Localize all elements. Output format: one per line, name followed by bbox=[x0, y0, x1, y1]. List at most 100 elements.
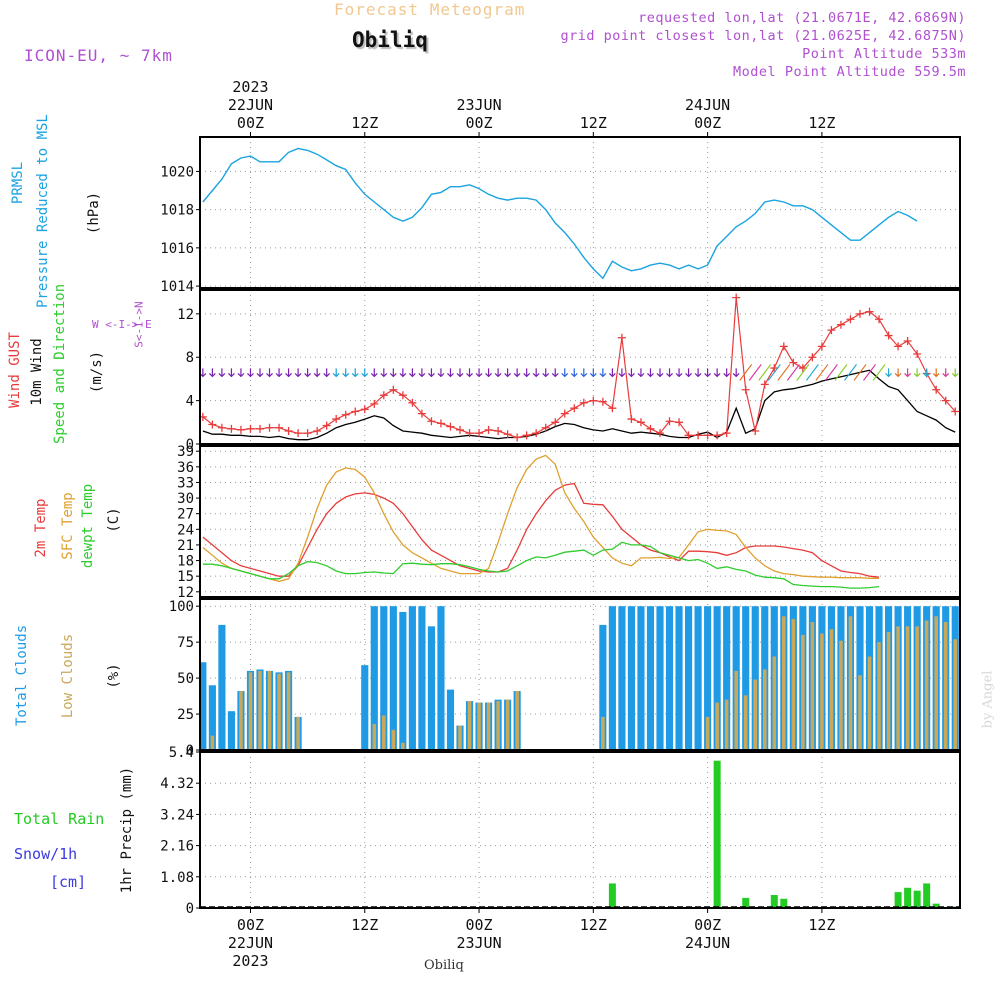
bottom-axis-label: 00Z bbox=[237, 916, 264, 934]
total-cloud-bar bbox=[208, 685, 216, 750]
wind-arrow bbox=[266, 368, 273, 378]
gust-marker bbox=[332, 415, 341, 424]
low-cloud-bar bbox=[905, 626, 910, 750]
panel-frame-wind bbox=[199, 289, 961, 445]
wind-arrow bbox=[475, 368, 483, 378]
wind-arrow bbox=[504, 368, 512, 378]
panel-frame-pressure bbox=[199, 136, 961, 289]
panel-frame-temperature bbox=[199, 445, 961, 598]
gust-marker bbox=[675, 418, 684, 427]
wind-arrow bbox=[732, 368, 740, 378]
wind-arrow bbox=[370, 368, 378, 378]
total-cloud-bar bbox=[380, 606, 388, 750]
y-tick-label: 1014 bbox=[160, 279, 194, 295]
total-cloud-bar bbox=[446, 689, 455, 750]
gust-marker bbox=[456, 425, 464, 434]
gust-marker bbox=[313, 426, 322, 435]
low-cloud-bar bbox=[401, 742, 405, 750]
temp-line-1 bbox=[202, 454, 879, 583]
low-cloud-bar bbox=[943, 622, 948, 750]
y-tick-label: 18 bbox=[177, 554, 194, 570]
total-cloud-bar bbox=[742, 606, 750, 750]
gust-marker bbox=[884, 331, 893, 340]
gust-marker bbox=[341, 410, 350, 419]
low-cloud-bar bbox=[382, 715, 386, 750]
panel-frame-precip bbox=[199, 751, 961, 909]
total-cloud-bar bbox=[608, 606, 616, 750]
gust-marker bbox=[741, 385, 750, 394]
top-axis-label: 12Z bbox=[808, 114, 835, 132]
y-tick-label: 15 bbox=[177, 569, 194, 585]
y-tick-label: 4 bbox=[186, 394, 194, 410]
y-tick-label: 1016 bbox=[160, 241, 194, 257]
low-cloud-bar bbox=[934, 616, 938, 750]
total-cloud-bar bbox=[370, 606, 378, 750]
model-altitude: Model Point Altitude 559.5m bbox=[733, 64, 966, 80]
gust-marker bbox=[303, 429, 312, 438]
location-title: Obiliq bbox=[352, 28, 428, 52]
total-cloud-bar bbox=[646, 606, 655, 750]
gust-line bbox=[202, 297, 956, 439]
wind-arrow bbox=[834, 364, 848, 381]
gust-marker bbox=[560, 409, 569, 418]
wind-arrow bbox=[380, 368, 388, 378]
rain-bar bbox=[713, 760, 721, 908]
wind-arrow bbox=[561, 368, 569, 378]
wind-arrow bbox=[256, 368, 264, 378]
y-tick-label: 0 bbox=[186, 901, 194, 917]
low-cloud-bar bbox=[505, 699, 510, 750]
gust-marker bbox=[713, 431, 722, 440]
wind-arrow bbox=[313, 368, 321, 378]
total-cloud-bar bbox=[408, 606, 416, 750]
wind-arrow bbox=[551, 368, 559, 378]
top-axis-label: 24JUN bbox=[685, 96, 730, 114]
gust-marker bbox=[646, 424, 655, 433]
wind-arrow bbox=[942, 368, 950, 378]
wind-arrow bbox=[208, 368, 216, 378]
gust-marker bbox=[903, 336, 912, 345]
wind-arrow bbox=[408, 368, 416, 378]
total-cloud-bar bbox=[599, 624, 607, 750]
gust-marker bbox=[846, 315, 855, 324]
low-cloud-bar bbox=[715, 702, 719, 750]
y-tick-label: 36 bbox=[177, 460, 194, 476]
gust-marker bbox=[684, 431, 693, 440]
wind-arrow bbox=[485, 368, 492, 378]
bottom-axis-label: 23JUN bbox=[456, 934, 501, 952]
temp-line-0 bbox=[202, 482, 880, 578]
low-cloud-bar bbox=[772, 656, 777, 750]
rain-bar bbox=[770, 895, 778, 908]
bottom-axis-label: 00Z bbox=[694, 916, 721, 934]
point-altitude: Point Altitude 533m bbox=[802, 46, 966, 62]
total-cloud-bar bbox=[751, 606, 759, 750]
wind-arrow bbox=[647, 368, 654, 378]
gust-marker bbox=[751, 426, 760, 435]
bottom-axis-label: 24JUN bbox=[685, 934, 730, 952]
total-cloud-bar bbox=[665, 606, 674, 750]
low-cloud-bar bbox=[839, 640, 843, 750]
low-cloud-bar bbox=[239, 691, 243, 750]
wind-arrow bbox=[418, 368, 426, 378]
low-cloud-bar bbox=[734, 670, 738, 750]
gust-marker bbox=[446, 422, 455, 431]
low-cloud-bar bbox=[210, 735, 215, 750]
low-cloud-bar bbox=[705, 716, 710, 750]
gust-marker bbox=[284, 426, 293, 435]
wind-arrow bbox=[885, 368, 892, 378]
y-tick-label: 21 bbox=[177, 538, 194, 554]
gust-marker bbox=[608, 404, 617, 413]
gust-marker bbox=[951, 407, 960, 416]
wind-arrow bbox=[675, 368, 683, 378]
wind-arrow bbox=[570, 368, 578, 378]
wind-arrow bbox=[304, 368, 312, 378]
gust-marker bbox=[408, 398, 417, 407]
low-cloud-bar bbox=[486, 702, 491, 750]
gust-marker bbox=[265, 423, 274, 432]
gust-marker bbox=[503, 430, 512, 439]
grid-layer bbox=[200, 137, 960, 908]
total-cloud-bar bbox=[637, 606, 645, 750]
wind-arrow bbox=[447, 368, 454, 378]
wind-arrow bbox=[513, 368, 521, 378]
wind-arrow bbox=[608, 368, 616, 378]
